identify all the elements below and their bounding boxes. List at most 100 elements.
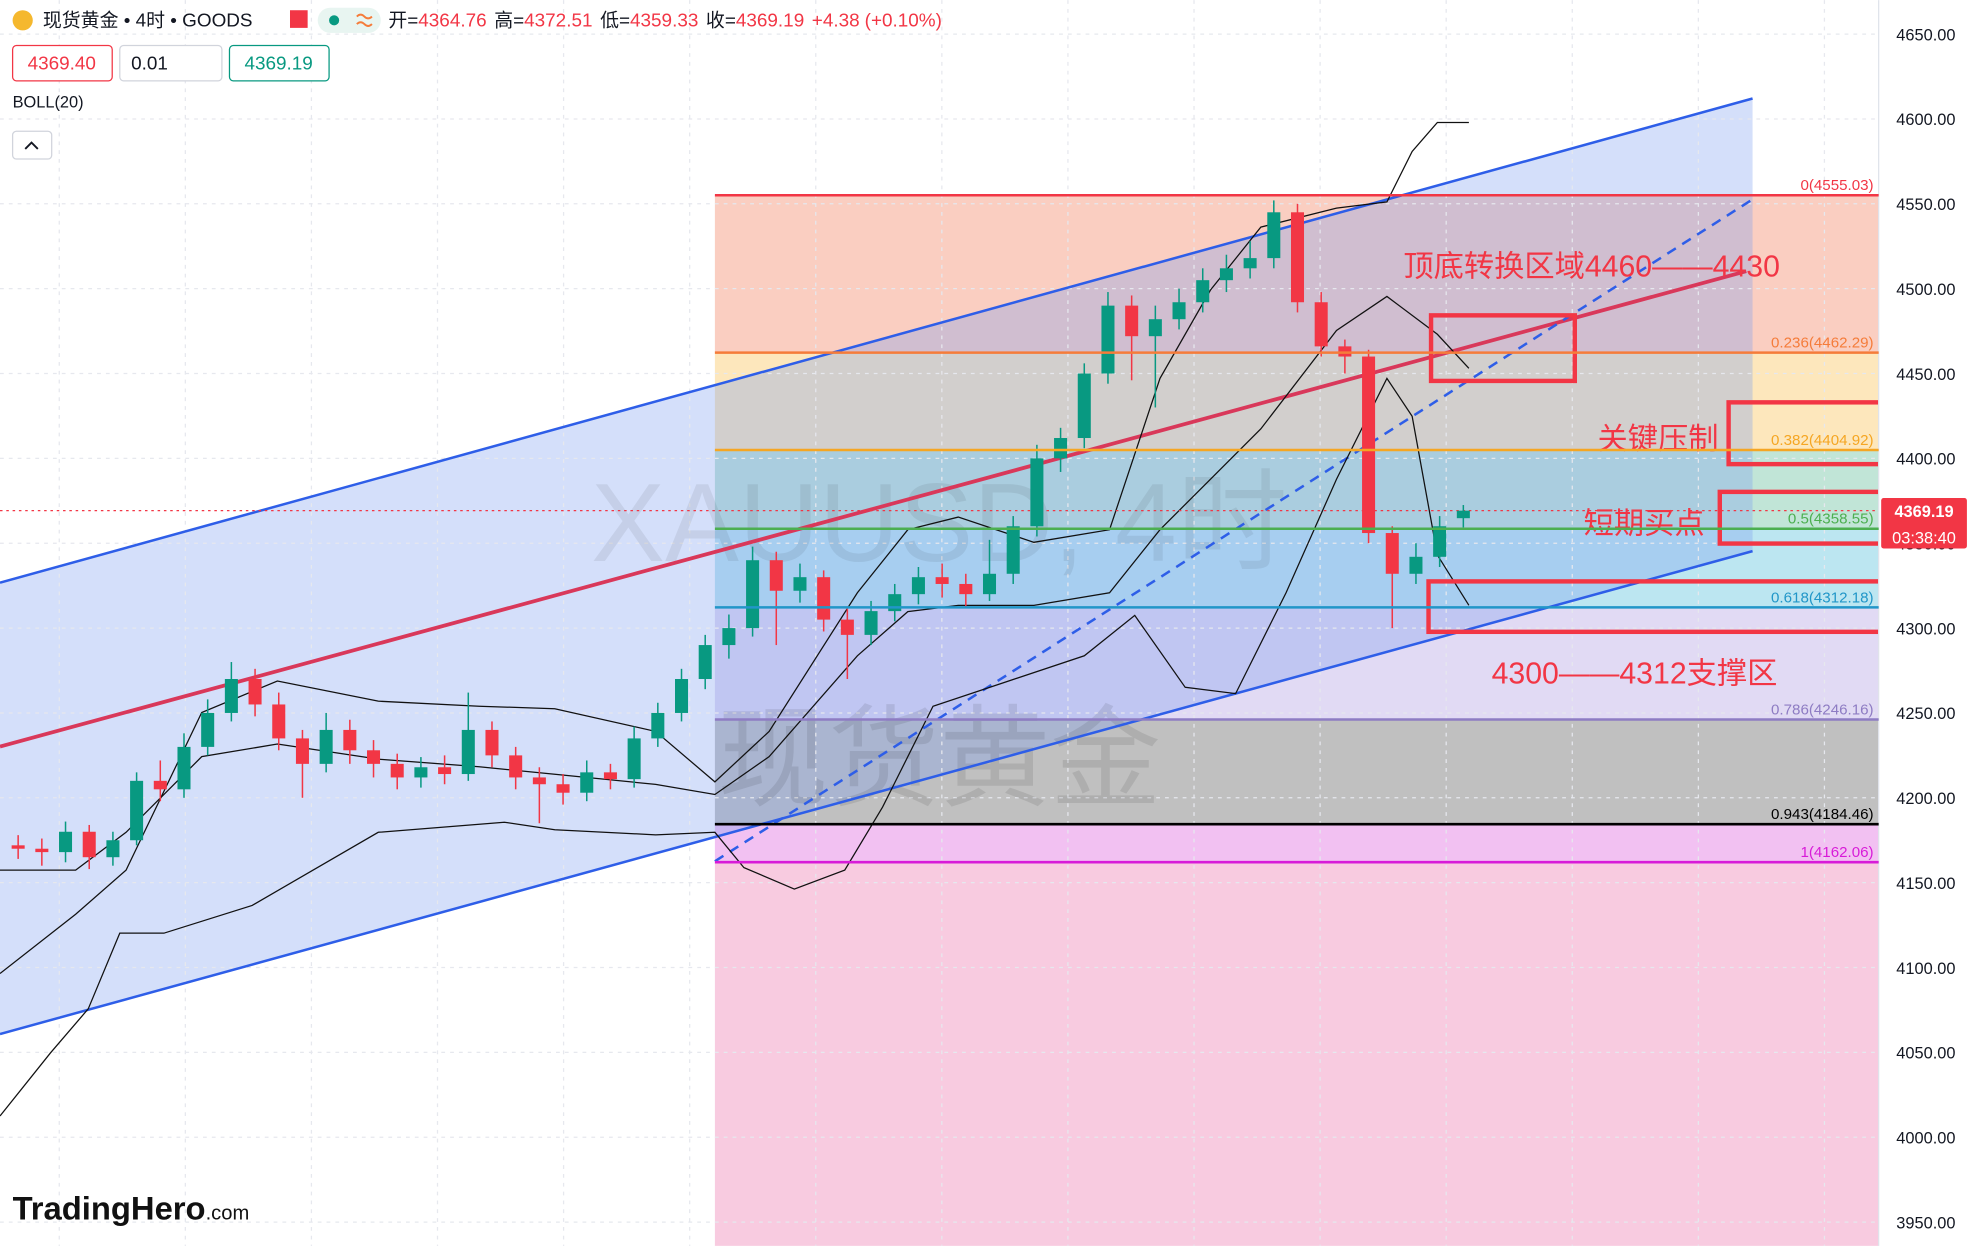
- price-tag-box: [1881, 498, 1967, 549]
- box: [1428, 313, 1577, 384]
- fib-label: 0.236(4462.29): [1771, 335, 1874, 352]
- candle-body: [1314, 302, 1328, 347]
- y-tick-label: 4100.00: [1896, 960, 1955, 978]
- ohlc-label: 低=: [600, 10, 630, 32]
- ohlc-value: 4359.33: [630, 11, 698, 32]
- fib-label: 1(4162.06): [1800, 844, 1873, 861]
- candle-body: [1409, 556, 1423, 574]
- candle-body: [1456, 510, 1470, 519]
- channel-upper: [0, 97, 1753, 584]
- candle-body: [911, 577, 925, 595]
- sell-button[interactable]: [11, 44, 113, 82]
- candle-body: [1433, 526, 1447, 557]
- y-tick-label: 4500.00: [1896, 281, 1955, 299]
- candle-body: [414, 767, 428, 778]
- watermark: 现货黄金: [717, 697, 1161, 821]
- collapse-button[interactable]: [11, 130, 53, 160]
- candle-body: [106, 840, 120, 858]
- indicator-label: BOLL(20): [13, 93, 84, 111]
- fib-band: [714, 352, 1879, 451]
- candle-body: [59, 831, 73, 853]
- candle-body: [580, 772, 594, 793]
- candle-body: [224, 679, 238, 713]
- fib-label: 0.382(4404.92): [1771, 432, 1874, 449]
- candle-body: [153, 780, 167, 790]
- candle-body: [1101, 305, 1115, 374]
- candle-body: [1385, 533, 1399, 574]
- ohlc-value: 4372.51: [524, 11, 592, 32]
- candle-body: [746, 560, 760, 629]
- header: 现货黄金 • 4时 • GOODS 开=4364.76 高=4372.51 低=43…: [11, 7, 942, 160]
- candle-body: [959, 583, 973, 595]
- candle-body: [438, 767, 452, 775]
- grid-layer: [0, 0, 1879, 1246]
- candle-body: [864, 611, 878, 635]
- brand: TradingHero.com: [13, 1189, 250, 1226]
- ohlc-label: 收=: [706, 10, 736, 32]
- ohlc-label: 开=: [388, 11, 418, 32]
- fib-band: [714, 862, 1879, 1246]
- candle-body: [390, 763, 404, 778]
- candles: [11, 200, 1470, 870]
- candle-body: [319, 729, 333, 764]
- annotation: 顶底转换区域4460——4430: [1403, 249, 1780, 283]
- candle-body: [130, 780, 144, 841]
- candle-body: [1219, 268, 1233, 281]
- candle-body: [201, 712, 215, 747]
- header-line: 现货黄金 • 4时 • GOODS: [43, 10, 253, 32]
- candle-body: [1362, 356, 1376, 534]
- candle-body: [698, 645, 712, 680]
- candle-body: [817, 577, 831, 620]
- y-tick-label: 4000.00: [1896, 1130, 1955, 1148]
- fib-label: 0.618(4312.18): [1771, 589, 1874, 606]
- candle-body: [177, 746, 191, 790]
- fib-label: 0.943(4184.46): [1771, 806, 1874, 823]
- y-tick-label: 4600.00: [1896, 111, 1955, 129]
- symbol: 现货黄金 • 4时 • GOODS: [43, 10, 253, 32]
- boll-lower: [0, 377, 1470, 1117]
- buy-price: 4369.19: [244, 53, 312, 74]
- candle-body: [272, 704, 286, 739]
- candle-body: [532, 777, 546, 785]
- fib-label: 0.786(4246.16): [1771, 701, 1874, 718]
- annotation: 短期买点: [1584, 506, 1705, 540]
- ohlc-label: 高=: [494, 10, 524, 32]
- candle-body: [935, 577, 949, 584]
- y-tick-label: 4300.00: [1896, 620, 1955, 638]
- y-tick-label: 4650.00: [1896, 26, 1955, 44]
- y-tick-label: 4550.00: [1896, 196, 1955, 214]
- candle-body: [485, 729, 499, 756]
- quantity: 0.01: [131, 53, 168, 74]
- flag-icon: [289, 10, 308, 28]
- candle-body: [793, 577, 807, 591]
- y-tick-label: 4250.00: [1896, 705, 1955, 723]
- candle-body: [1030, 458, 1044, 527]
- mid-line: [714, 198, 1754, 863]
- candle-body: [1077, 373, 1091, 439]
- candle-body: [1148, 319, 1162, 337]
- symbol-icon: [12, 10, 33, 31]
- candle-body: [461, 729, 475, 775]
- change-pct: (+0.10%): [865, 11, 942, 32]
- candle-body: [556, 784, 570, 793]
- candle-body: [1196, 280, 1210, 303]
- watermark: XAUUSD, 4时: [591, 461, 1288, 585]
- buy-button[interactable]: [228, 44, 330, 82]
- candle-body: [82, 831, 96, 858]
- y-tick-label: 4150.00: [1896, 875, 1955, 893]
- quantity-input[interactable]: [119, 44, 223, 82]
- candle-body: [35, 848, 49, 853]
- boll-mid: [0, 295, 1470, 871]
- change: +4.38: [812, 11, 860, 32]
- candle-body: [1243, 258, 1257, 269]
- ohlc: 开=4364.76 高=4372.51 低=4359.33 收=4369.19 +4.3…: [388, 10, 942, 32]
- channel-fill: [0, 98, 1753, 1035]
- price-tag: 4369.19 03:38:40: [1881, 498, 1967, 549]
- candle-body: [982, 573, 997, 595]
- candle-body: [1054, 438, 1068, 459]
- candle-body: [1267, 212, 1281, 259]
- candle-body: [343, 729, 357, 751]
- ohlc-value: 4364.76: [418, 11, 486, 32]
- brand-name: TradingHero: [13, 1189, 206, 1226]
- candle-body: [509, 755, 523, 778]
